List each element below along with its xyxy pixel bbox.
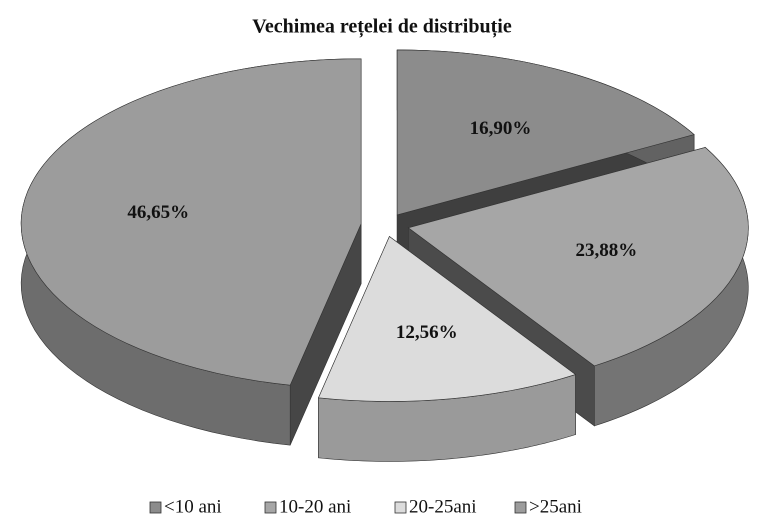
data-label: 12,56% [396, 322, 458, 343]
slice [318, 235, 577, 402]
legend-label: <10 ani [164, 496, 222, 517]
legend-swatch [149, 501, 162, 514]
legend-label: >25ani [529, 496, 582, 517]
slice [20, 58, 362, 386]
data-label: 16,90% [470, 118, 532, 139]
slice [396, 49, 695, 216]
legend-swatch [394, 501, 407, 514]
data-label: 23,88% [576, 240, 638, 261]
legend-swatch [264, 501, 277, 514]
legend-swatch [514, 501, 527, 514]
slice [407, 147, 749, 367]
legend-label: 10-20 ani [279, 496, 351, 517]
legend-label: 20-25ani [409, 496, 477, 517]
chart-title: Vechimea rețelei de distribuție [252, 16, 512, 39]
data-label: 46,65% [127, 202, 189, 223]
